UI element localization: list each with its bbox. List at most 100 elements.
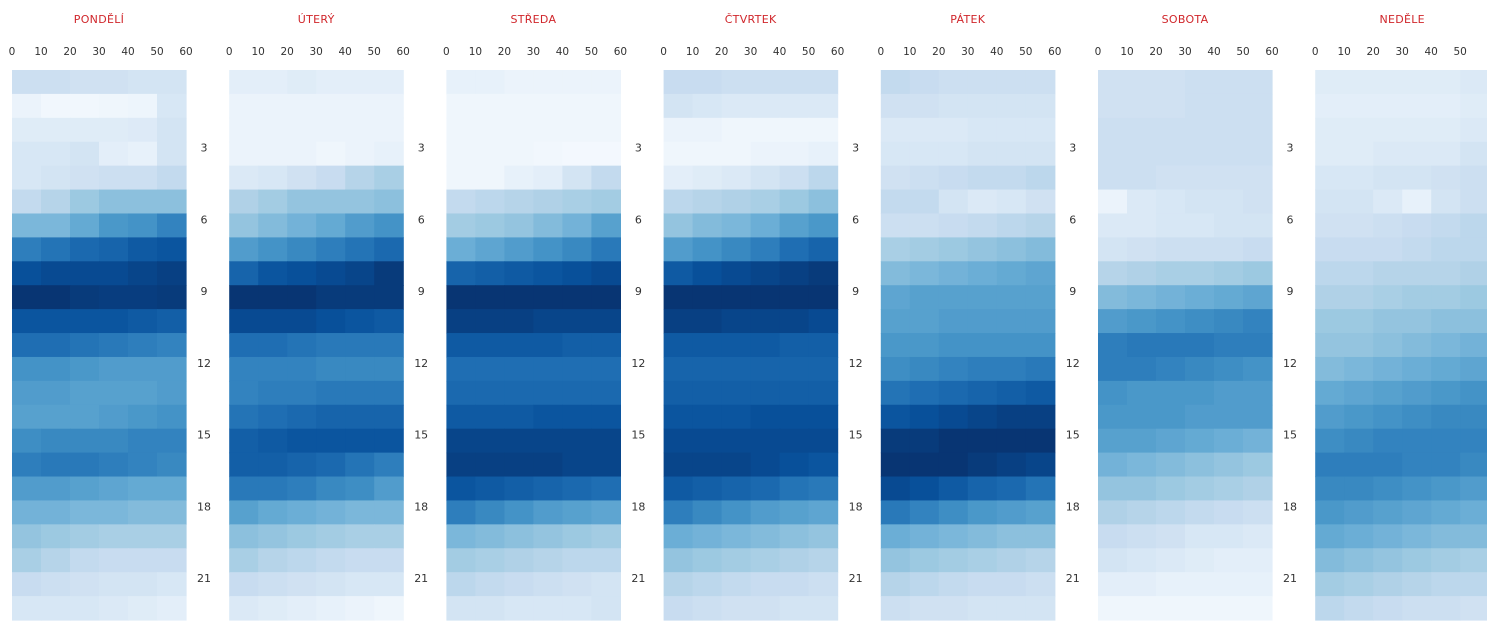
heatmap-cell bbox=[1460, 165, 1487, 191]
heatmap-cell bbox=[533, 93, 563, 119]
heatmap-cell bbox=[1025, 356, 1056, 382]
heatmap-cell bbox=[41, 548, 71, 573]
heatmap-cell bbox=[12, 93, 42, 119]
heatmap-cell bbox=[967, 309, 998, 334]
heatmap-cell bbox=[721, 428, 752, 454]
heatmap-cell bbox=[1098, 428, 1128, 454]
heatmap-cell bbox=[779, 476, 810, 502]
heatmap-cell bbox=[1402, 380, 1432, 406]
heatmap-cell bbox=[41, 404, 71, 430]
heatmap-cell bbox=[721, 93, 752, 119]
heatmap-cell bbox=[128, 500, 158, 525]
day-title: PONDĚLÍ bbox=[74, 13, 124, 26]
heatmap-cell bbox=[504, 165, 534, 191]
heatmap-cell bbox=[1344, 548, 1374, 573]
heatmap-cell bbox=[967, 333, 998, 358]
heatmap-cell bbox=[1344, 285, 1374, 310]
heatmap-cell bbox=[287, 70, 317, 95]
heatmap-cell bbox=[779, 404, 810, 430]
heatmap-cell bbox=[562, 189, 592, 215]
heatmap-cell bbox=[1025, 428, 1056, 454]
heatmap-cell bbox=[779, 237, 810, 262]
heatmap-cell bbox=[750, 500, 781, 525]
heatmap-cell bbox=[1127, 524, 1157, 549]
heatmap-cell bbox=[1431, 596, 1461, 621]
heatmap-cell bbox=[12, 237, 42, 262]
day-panel: STŘEDA 0 10 20 30 40 50 60 3 6 9 12 15 18 21 bbox=[443, 13, 645, 621]
heatmap-cell bbox=[1431, 333, 1461, 358]
heatmap-cell bbox=[808, 165, 839, 191]
heatmap-cell bbox=[128, 237, 158, 262]
heatmap-cell bbox=[1185, 165, 1215, 191]
heatmap-cell bbox=[12, 404, 42, 430]
heatmap-cell bbox=[1402, 189, 1432, 215]
heatmap-cell bbox=[1214, 476, 1244, 502]
heatmap-cell bbox=[374, 93, 404, 119]
heatmap-cell bbox=[1127, 309, 1157, 334]
heatmap-cell bbox=[967, 572, 998, 597]
heatmap-cell bbox=[779, 93, 810, 119]
heatmap-cell bbox=[1098, 452, 1128, 478]
minute-tick-label: 40 bbox=[121, 46, 134, 58]
heatmap-cell bbox=[70, 404, 100, 430]
minute-tick-label: 0 bbox=[226, 46, 233, 58]
heatmap-cell bbox=[779, 141, 810, 167]
heatmap-cell bbox=[1431, 285, 1461, 310]
heatmap-cell bbox=[1373, 189, 1403, 215]
heatmap-cell bbox=[721, 117, 752, 143]
heatmap-cell bbox=[345, 476, 375, 502]
heatmap-cell bbox=[808, 261, 839, 286]
heatmap-cell bbox=[1214, 70, 1244, 95]
minute-tick-label: 10 bbox=[1120, 46, 1133, 58]
heatmap-cell bbox=[41, 356, 71, 382]
heatmap-cell bbox=[345, 572, 375, 597]
heatmap-cell bbox=[533, 572, 563, 597]
heatmap-cell bbox=[229, 404, 259, 430]
heatmap-cell bbox=[938, 500, 969, 525]
heatmap-cell bbox=[157, 165, 187, 191]
minute-tick-label: 10 bbox=[252, 46, 265, 58]
heatmap-cell bbox=[157, 333, 187, 358]
heatmap-cell bbox=[1214, 500, 1244, 525]
heatmap-cell bbox=[967, 452, 998, 478]
heatmap-cell bbox=[562, 165, 592, 191]
hour-tick-label: 21 bbox=[849, 572, 863, 585]
heatmap-cell bbox=[779, 524, 810, 549]
heatmap-cell bbox=[41, 333, 71, 358]
heatmap-cell bbox=[345, 500, 375, 525]
heatmap-cell bbox=[880, 380, 911, 406]
heatmap-cell bbox=[446, 500, 476, 525]
heatmap-cell bbox=[1127, 404, 1157, 430]
heatmap-cell bbox=[287, 309, 317, 334]
heatmap-cell bbox=[1373, 404, 1403, 430]
minute-tick-label: 50 bbox=[1019, 46, 1032, 58]
heatmap-cell bbox=[157, 261, 187, 286]
heatmap-cell bbox=[880, 309, 911, 334]
heatmap-cell bbox=[99, 356, 129, 382]
heatmap-cell bbox=[1243, 333, 1273, 358]
heatmap-cell bbox=[880, 189, 911, 215]
minute-tick-label: 40 bbox=[1425, 46, 1438, 58]
heatmap-cell bbox=[475, 428, 505, 454]
heatmap-cell bbox=[591, 572, 621, 597]
heatmap-cell bbox=[99, 141, 129, 167]
heatmap-cell bbox=[562, 70, 592, 95]
heatmap-cell bbox=[475, 596, 505, 621]
heatmap-cell bbox=[229, 237, 259, 262]
heatmap-cell bbox=[909, 117, 940, 143]
heatmap-cell bbox=[1243, 572, 1273, 597]
day-panel: SOBOTA 0 10 20 30 40 50 60 3 6 9 12 15 18 21 bbox=[1095, 13, 1297, 621]
heatmap-cell bbox=[1243, 356, 1273, 382]
heatmap-cell bbox=[99, 500, 129, 525]
heatmap-cell bbox=[316, 548, 346, 573]
heatmap-cell bbox=[229, 333, 259, 358]
heatmap-cell bbox=[533, 285, 563, 310]
heatmap-cell bbox=[41, 261, 71, 286]
heatmap-cell bbox=[779, 548, 810, 573]
heatmap-cell bbox=[345, 524, 375, 549]
heatmap-cell bbox=[157, 428, 187, 454]
heatmap-cell bbox=[345, 452, 375, 478]
minute-tick-label: 40 bbox=[1207, 46, 1220, 58]
heatmap-cell bbox=[808, 309, 839, 334]
heatmap-cell bbox=[533, 165, 563, 191]
